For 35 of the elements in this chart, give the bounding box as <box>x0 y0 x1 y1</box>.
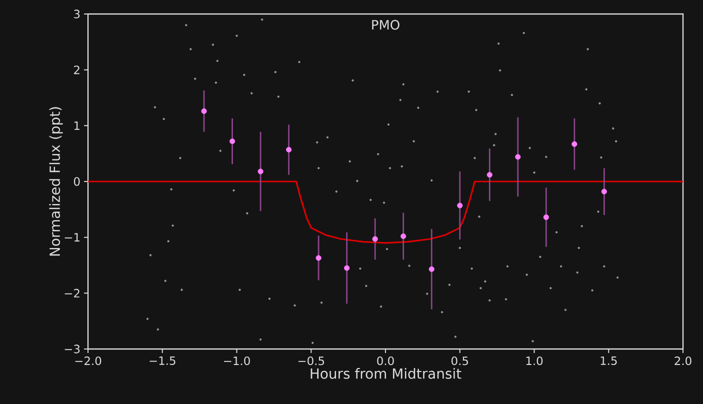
y-tick-label: −2 <box>64 288 80 298</box>
point <box>428 266 434 272</box>
x-tick-label: 1.0 <box>526 356 543 366</box>
y-axis-title: Normalized Flux (ppt) <box>49 107 63 256</box>
x-tick-label: −1.0 <box>224 356 250 366</box>
y-tick-label: 2 <box>74 66 80 74</box>
y-tick-label: −3 <box>64 344 80 354</box>
y-tick-label: 0 <box>74 177 80 186</box>
y-tick-label: −1 <box>64 233 80 242</box>
point <box>601 188 607 194</box>
chart-title: PMO <box>372 20 400 30</box>
x-tick-label: −0.5 <box>298 356 324 366</box>
point <box>286 146 292 152</box>
point <box>486 172 492 178</box>
point <box>457 202 463 208</box>
point <box>258 168 264 174</box>
y-tick-label: 1 <box>74 121 80 130</box>
x-tick-label: 1.5 <box>600 356 617 366</box>
x-axis-title: Hours from Midtransit <box>310 368 462 379</box>
point <box>201 108 207 114</box>
x-tick-label: 2.0 <box>674 356 692 366</box>
line-series <box>88 180 684 244</box>
x-tick-label: 0.0 <box>377 356 394 366</box>
y-tick-label: 3 <box>74 10 80 18</box>
point <box>515 154 521 160</box>
point <box>572 141 578 147</box>
point <box>372 236 378 242</box>
x-tick-label: −2.0 <box>75 356 102 366</box>
point <box>316 255 322 261</box>
x-tick-label: 0.5 <box>452 356 468 366</box>
x-tick-label: −1.5 <box>150 356 176 366</box>
point <box>400 233 406 240</box>
point <box>543 214 549 220</box>
point <box>344 265 350 271</box>
point <box>230 138 236 144</box>
